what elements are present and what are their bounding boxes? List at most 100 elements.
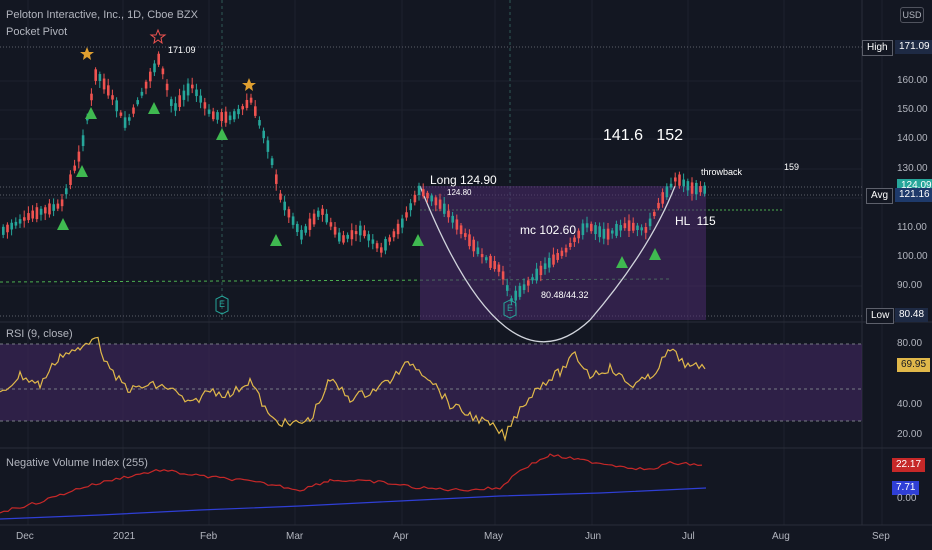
- long-label: Long 124.90: [430, 173, 497, 187]
- candle-body: [396, 223, 400, 235]
- candle-body: [380, 247, 383, 253]
- candle-body: [65, 188, 68, 195]
- candle-body: [254, 106, 257, 116]
- candle-body: [581, 223, 585, 236]
- candle-body: [23, 217, 26, 221]
- candle-body: [262, 130, 265, 139]
- candle-body: [392, 231, 396, 238]
- low-pair-label: 80.48/44.32: [541, 290, 589, 300]
- currency-button[interactable]: USD: [900, 7, 924, 23]
- price-tick: 130.00: [897, 163, 928, 174]
- candle-body: [443, 203, 446, 214]
- time-tick: May: [484, 531, 503, 542]
- candle-body: [472, 239, 475, 252]
- candle-body: [287, 209, 291, 218]
- candle-body: [123, 117, 127, 128]
- candle-body: [338, 232, 341, 242]
- candle-body: [161, 68, 165, 75]
- candle-body: [191, 84, 194, 89]
- high-label: High: [862, 40, 893, 56]
- candle-body: [304, 226, 307, 233]
- candle-body: [669, 183, 673, 188]
- earnings-icon: [215, 295, 517, 319]
- cup-curve: [419, 185, 591, 343]
- candle-body: [270, 158, 274, 166]
- candle-body: [522, 284, 526, 291]
- earnings-marker[interactable]: E: [219, 299, 226, 309]
- candle-body: [291, 216, 295, 225]
- price-tick: 110.00: [897, 222, 927, 233]
- candle-body: [506, 285, 509, 291]
- candle-body: [644, 227, 648, 233]
- candle-body: [346, 234, 349, 239]
- candle-body: [18, 219, 22, 224]
- candle-body: [98, 74, 102, 82]
- target-159-label: 159: [784, 162, 800, 172]
- candle-body: [115, 100, 118, 112]
- targets-label: 141.6 152: [603, 127, 684, 144]
- candle-body: [678, 174, 681, 186]
- candle-body: [296, 223, 299, 233]
- candle-body: [333, 226, 337, 235]
- avg-label: Avg: [866, 188, 894, 204]
- earnings-marker[interactable]: E: [507, 303, 514, 313]
- time-tick: Dec: [16, 531, 34, 542]
- candle-body: [476, 247, 480, 255]
- hl-label: HL 115: [675, 214, 716, 228]
- candle-body: [275, 174, 278, 184]
- nvi-label: Negative Volume Index (255): [6, 457, 148, 469]
- candle-body: [485, 257, 488, 261]
- candle-body: [703, 185, 706, 194]
- price-tick: 140.00: [897, 133, 928, 144]
- candle-body: [468, 234, 471, 247]
- candle-body: [375, 243, 379, 249]
- candle-body: [417, 185, 421, 196]
- candle-body: [409, 203, 412, 211]
- nvi-line: [0, 453, 703, 514]
- candle-body: [136, 100, 139, 105]
- candle-body: [548, 257, 551, 268]
- rsi-value: 69.95: [897, 358, 931, 372]
- candle-body: [128, 117, 131, 121]
- candle-body: [220, 112, 223, 122]
- candle-body: [157, 53, 160, 65]
- candle-body: [611, 230, 614, 234]
- candle-body: [514, 290, 517, 301]
- candle-body: [81, 135, 85, 147]
- candle-body: [438, 199, 442, 209]
- rsi-tick: 80.00: [897, 338, 923, 349]
- candle-body: [590, 223, 593, 232]
- candle-body: [249, 97, 253, 103]
- candle-body: [48, 203, 51, 215]
- candle-body: [371, 239, 375, 244]
- time-tick: Jul: [682, 531, 695, 542]
- candle-body: [413, 194, 417, 203]
- candle-body: [695, 182, 698, 195]
- candle-body: [77, 151, 81, 162]
- throwback-label: throwback: [701, 167, 743, 177]
- chart-title: Peloton Interactive, Inc., 1D, Cboe BZX: [6, 9, 198, 21]
- triangle-up-icon: [57, 102, 661, 268]
- candle-body: [573, 237, 576, 242]
- candle-body: [321, 208, 324, 215]
- candle-body: [543, 263, 547, 270]
- candle-body: [493, 261, 496, 270]
- candle-body: [52, 204, 55, 211]
- candle-body: [207, 109, 211, 114]
- candle-body: [455, 219, 459, 230]
- candle-body: [199, 95, 202, 103]
- candle-body: [90, 93, 93, 101]
- time-tick: Sep: [872, 531, 890, 542]
- candle-body: [165, 83, 169, 91]
- candle-body: [623, 223, 627, 229]
- price-tick: 150.00: [897, 104, 928, 115]
- candle-body: [430, 195, 433, 202]
- candle-body: [640, 227, 643, 231]
- candle-body: [594, 225, 597, 235]
- candle-body: [2, 226, 5, 235]
- candle-body: [451, 215, 454, 223]
- indicator-label: Pocket Pivot: [6, 26, 68, 38]
- time-tick: Jun: [585, 531, 602, 542]
- candle-body: [363, 230, 366, 237]
